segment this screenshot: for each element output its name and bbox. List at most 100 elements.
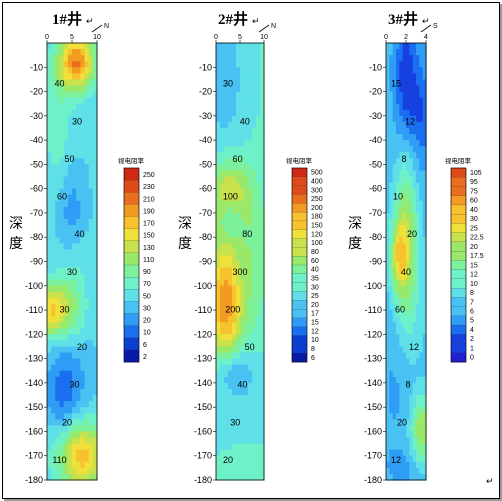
y-tick-label: -70 bbox=[199, 208, 212, 218]
heat-cell bbox=[396, 291, 400, 299]
heat-cell bbox=[409, 461, 414, 469]
heat-cell bbox=[55, 200, 61, 208]
heat-cell bbox=[236, 473, 241, 481]
heat-cell bbox=[260, 461, 265, 469]
heat-cell bbox=[419, 285, 424, 293]
heat-cell bbox=[402, 382, 407, 390]
heat-cell bbox=[47, 152, 52, 159]
heat-cell bbox=[419, 237, 424, 244]
heat-cell bbox=[252, 370, 257, 378]
heat-cell bbox=[389, 73, 394, 81]
heat-cell bbox=[240, 237, 245, 244]
heat-cell bbox=[216, 431, 221, 439]
heat-cell bbox=[392, 176, 397, 184]
heat-cell bbox=[76, 322, 81, 329]
heat-cell bbox=[389, 225, 394, 232]
heat-cell bbox=[224, 425, 229, 433]
heat-cell bbox=[422, 134, 427, 141]
heat-cell bbox=[228, 401, 233, 408]
heat-cell bbox=[236, 316, 241, 323]
heat-cell bbox=[51, 279, 56, 287]
heat-cell bbox=[409, 316, 414, 323]
heat-cell bbox=[244, 261, 249, 269]
heat-cell bbox=[256, 419, 261, 426]
heat-cell bbox=[260, 376, 265, 384]
heat-cell bbox=[248, 121, 253, 129]
heat-cell bbox=[386, 85, 390, 93]
heat-cell bbox=[232, 91, 237, 99]
heat-cell bbox=[84, 121, 90, 129]
legend-level-label: 17.5 bbox=[470, 253, 484, 260]
heat-cell bbox=[51, 376, 56, 384]
heat-cell bbox=[260, 443, 265, 451]
heat-cell bbox=[236, 91, 241, 99]
heat-cell bbox=[416, 61, 420, 68]
heat-cell bbox=[59, 188, 65, 196]
heat-cell bbox=[409, 328, 414, 335]
heat-cell bbox=[248, 473, 253, 481]
heat-cell bbox=[406, 346, 410, 354]
heat-cell bbox=[419, 91, 424, 99]
heat-cell bbox=[236, 407, 241, 414]
y-tick-label: -40 bbox=[369, 135, 382, 145]
heat-cell bbox=[236, 425, 241, 433]
heat-cell bbox=[236, 61, 241, 68]
heat-cell bbox=[224, 115, 229, 123]
heat-cell bbox=[389, 127, 394, 135]
heat-cell bbox=[76, 388, 81, 396]
heat-cell bbox=[248, 115, 253, 123]
heat-cell bbox=[260, 146, 265, 153]
heat-cell bbox=[59, 316, 65, 323]
heat-cell bbox=[412, 473, 417, 481]
heat-cell bbox=[236, 152, 241, 159]
heat-cell bbox=[80, 255, 86, 263]
contour-label: 20 bbox=[62, 417, 72, 427]
heat-cell bbox=[80, 364, 86, 372]
heat-cell bbox=[422, 146, 427, 153]
heat-cell bbox=[84, 364, 90, 372]
heat-cell bbox=[389, 43, 394, 50]
heat-cell bbox=[244, 134, 249, 141]
heat-cell bbox=[240, 158, 245, 165]
y-tick-label: -30 bbox=[369, 111, 382, 121]
heat-cell bbox=[80, 97, 86, 105]
contour-label: 40 bbox=[237, 380, 247, 390]
y-tick-label: -40 bbox=[199, 135, 212, 145]
heat-cell bbox=[63, 261, 69, 269]
heat-cell bbox=[402, 140, 407, 147]
heat-cell bbox=[55, 140, 61, 147]
heat-cell bbox=[406, 370, 410, 378]
heat-cell bbox=[67, 334, 73, 341]
legend-level-label: 250 bbox=[311, 196, 323, 203]
heat-cell bbox=[80, 455, 86, 463]
heat-cell bbox=[248, 255, 253, 263]
heat-cell bbox=[228, 382, 233, 390]
heat-cell bbox=[84, 467, 90, 475]
heat-cell bbox=[392, 431, 397, 439]
heat-cell bbox=[88, 346, 94, 354]
heat-cell bbox=[92, 297, 98, 305]
heat-cell bbox=[67, 407, 73, 414]
heat-cell bbox=[240, 413, 245, 420]
heat-cell bbox=[252, 291, 257, 299]
heat-cell bbox=[216, 55, 221, 62]
heat-cell bbox=[84, 437, 90, 445]
heat-cell bbox=[76, 473, 81, 481]
heat-cell bbox=[389, 461, 394, 469]
heat-cell bbox=[396, 376, 400, 384]
heat-cell bbox=[396, 388, 400, 396]
heat-cell bbox=[92, 225, 98, 232]
heat-cell bbox=[47, 467, 52, 475]
heat-cell bbox=[252, 170, 257, 178]
heat-cell bbox=[72, 219, 77, 226]
heat-cell bbox=[256, 395, 261, 402]
heat-cell bbox=[220, 206, 225, 214]
heat-cell bbox=[392, 297, 397, 305]
heat-cell bbox=[406, 303, 410, 311]
heat-cell bbox=[72, 188, 77, 196]
heat-cell bbox=[402, 91, 407, 99]
heat-cell bbox=[386, 267, 390, 275]
heat-cell bbox=[389, 267, 394, 275]
heat-cell bbox=[252, 200, 257, 208]
heat-cell bbox=[59, 358, 65, 366]
